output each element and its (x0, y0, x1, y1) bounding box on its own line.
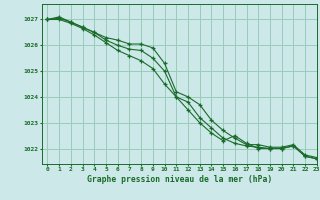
X-axis label: Graphe pression niveau de la mer (hPa): Graphe pression niveau de la mer (hPa) (87, 175, 272, 184)
